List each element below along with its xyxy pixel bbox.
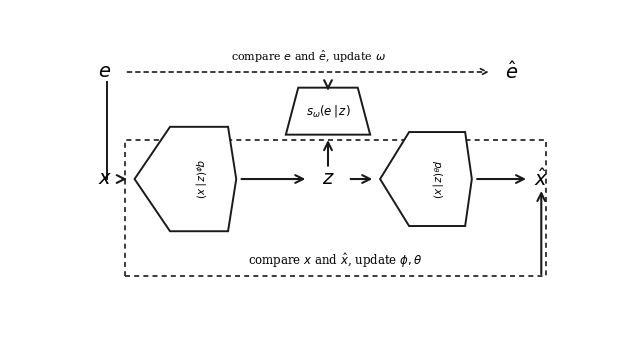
Text: $e$: $e$ xyxy=(98,63,111,81)
Text: $z$: $z$ xyxy=(322,170,334,188)
Polygon shape xyxy=(286,88,370,135)
Text: $\hat{e}$: $\hat{e}$ xyxy=(505,61,518,83)
Text: compare $x$ and $\hat{x}$, update $\phi, \theta$: compare $x$ and $\hat{x}$, update $\phi,… xyxy=(248,252,422,271)
Text: $s_{\omega}(e\,|\,z)$: $s_{\omega}(e\,|\,z)$ xyxy=(306,103,350,119)
Text: $q_{\phi}(z\,|\,x)$: $q_{\phi}(z\,|\,x)$ xyxy=(192,159,206,199)
Text: $x$: $x$ xyxy=(98,170,112,188)
Text: $p_{\theta}(z\,|\,x)$: $p_{\theta}(z\,|\,x)$ xyxy=(430,160,444,199)
Text: compare $e$ and $\hat{e}$, update $\omega$: compare $e$ and $\hat{e}$, update $\omeg… xyxy=(230,49,386,65)
Text: $\hat{x}$: $\hat{x}$ xyxy=(534,168,548,190)
Polygon shape xyxy=(134,127,236,231)
Polygon shape xyxy=(380,132,472,226)
